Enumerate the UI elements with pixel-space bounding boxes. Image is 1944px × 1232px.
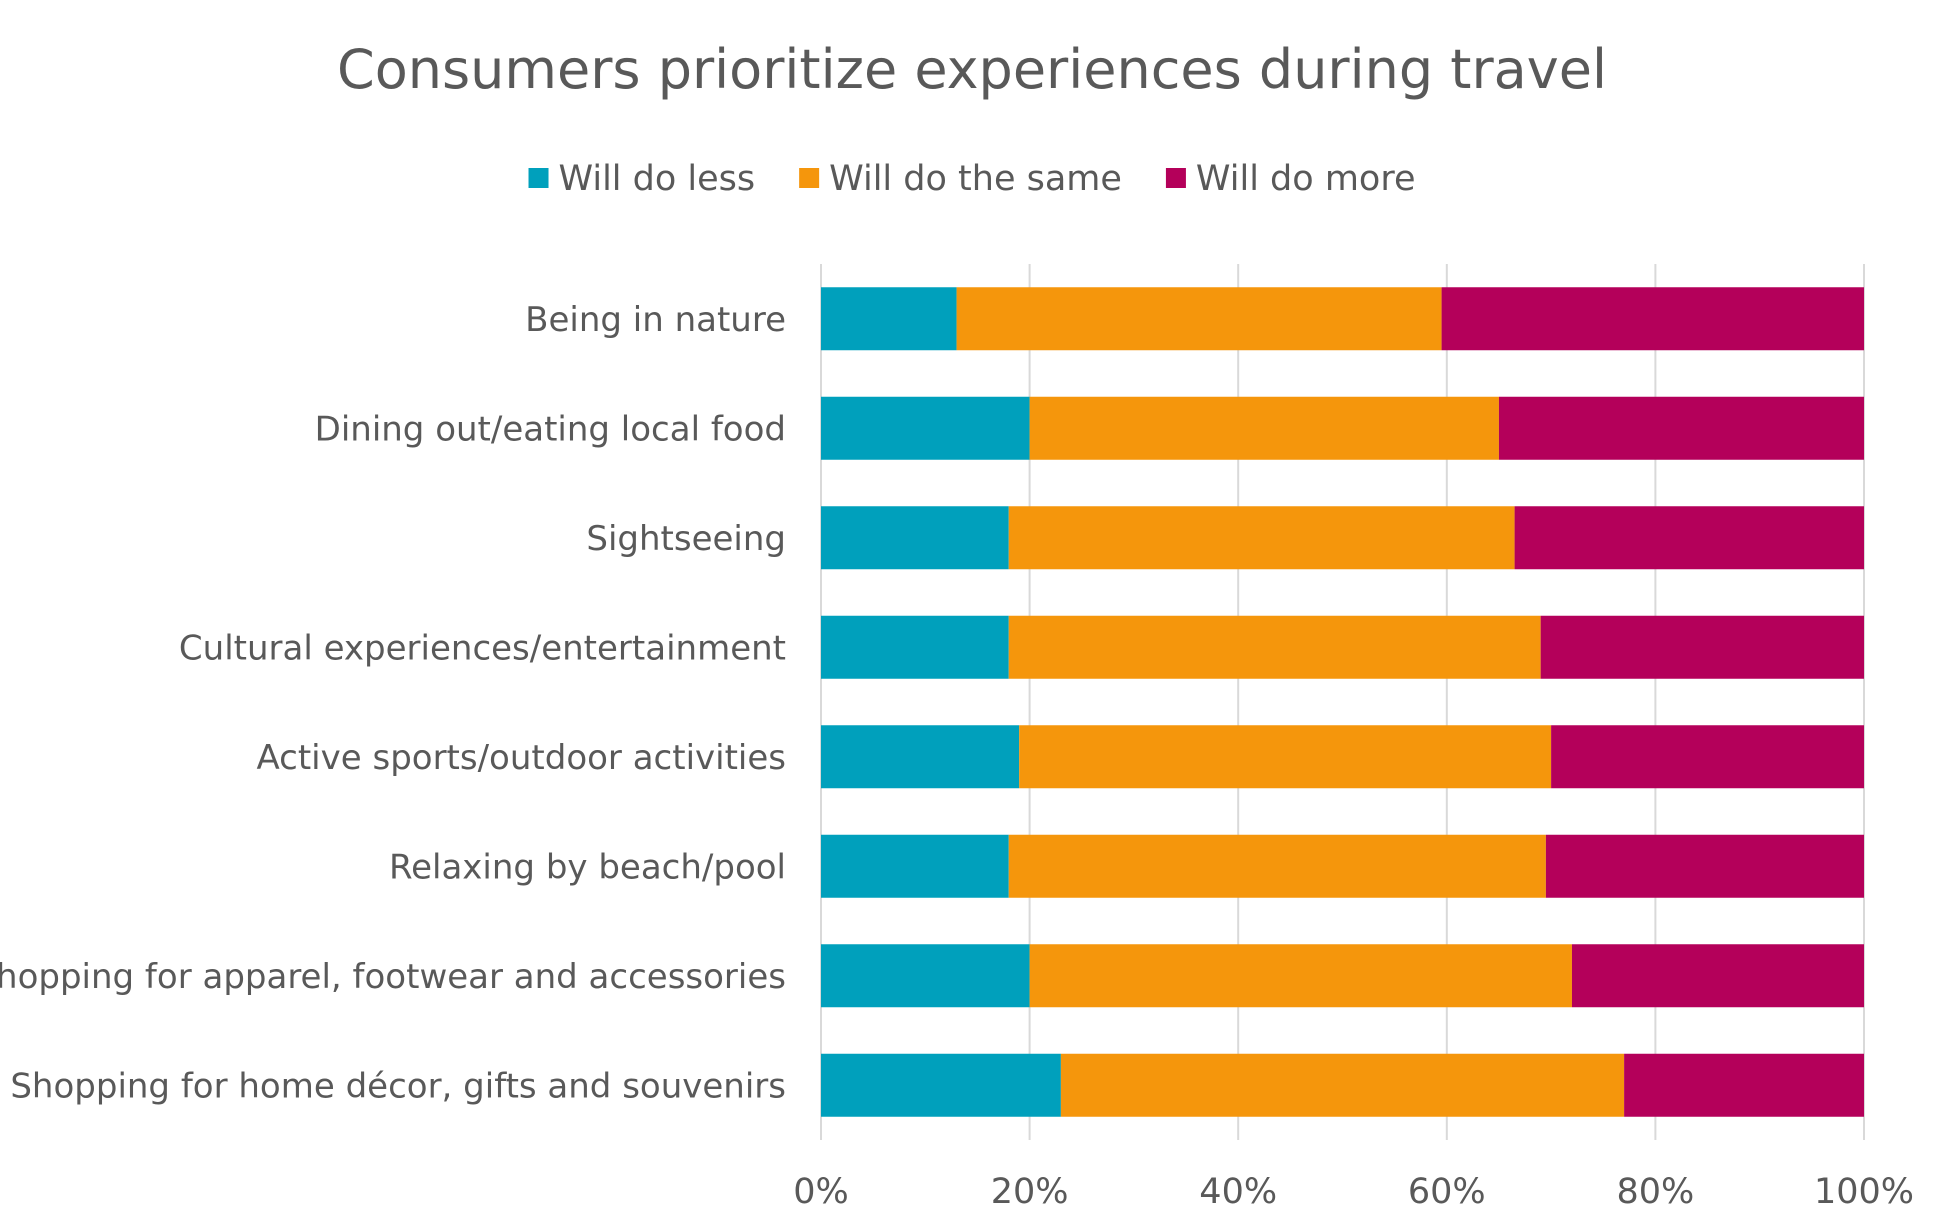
x-axis-tick-labels: 0% 20% 40% 60% 80% 100% — [793, 1172, 1914, 1212]
bar-will-do-more-cultural-experiences-entertainment — [1540, 615, 1864, 679]
legend-label-will-do-less: Will do less — [559, 159, 756, 199]
legend-swatch-will-do-less — [528, 168, 549, 188]
bar-will-do-more-shopping-for-home-d-cor-gifts-and-souvenirs — [1624, 1053, 1864, 1117]
category-label-dining-out-eating-local-food: Dining out/eating local food — [315, 409, 786, 449]
x-tick-label-20: 20% — [991, 1172, 1069, 1212]
bar-will-do-more-shopping-for-apparel-footwear-and-accessories — [1571, 944, 1864, 1008]
bar-will-do-less-being-in-nature — [821, 287, 957, 351]
bar-will-do-the-same-cultural-experiences-entertainment — [1008, 615, 1541, 679]
category-label-being-in-nature: Being in nature — [525, 300, 786, 340]
bar-will-do-the-same-relaxing-by-beach-pool — [1008, 834, 1546, 898]
legend: Will do less Will do the same Will do more — [528, 159, 1416, 199]
category-label-cultural-experiences-entertainment: Cultural experiences/entertainment — [179, 628, 786, 668]
bar-will-do-the-same-sightseeing — [1008, 506, 1515, 570]
legend-label-will-do-more: Will do more — [1196, 159, 1416, 199]
bar-will-do-less-dining-out-eating-local-food — [821, 396, 1030, 460]
category-label-sightseeing: Sightseeing — [586, 519, 786, 559]
chart-title: Consumers prioritize experiences during … — [337, 38, 1607, 101]
bar-will-do-more-sightseeing — [1514, 506, 1864, 570]
x-tick-label-60: 60% — [1408, 1172, 1486, 1212]
x-tick-label-0: 0% — [793, 1172, 849, 1212]
bar-will-do-less-active-sports-outdoor-activities — [821, 725, 1020, 789]
gridlines — [820, 264, 1865, 1140]
legend-label-will-do-the-same: Will do the same — [829, 159, 1122, 199]
category-label-active-sports-outdoor-activities: Active sports/outdoor activities — [257, 738, 787, 778]
bar-will-do-the-same-shopping-for-home-d-cor-gifts-and-souvenirs — [1060, 1053, 1625, 1117]
bar-will-do-less-relaxing-by-beach-pool — [821, 834, 1009, 898]
bar-will-do-more-dining-out-eating-local-food — [1498, 396, 1864, 460]
category-labels: Being in nature Dining out/eating local f… — [0, 300, 786, 1107]
category-label-relaxing-by-beach-pool: Relaxing by beach/pool — [389, 847, 786, 887]
bar-will-do-less-sightseeing — [821, 506, 1009, 570]
bar-will-do-less-cultural-experiences-entertainment — [821, 615, 1009, 679]
bar-will-do-the-same-being-in-nature — [956, 287, 1442, 351]
x-tick-label-100: 100% — [1814, 1172, 1914, 1212]
category-label-shopping-for-apparel-footwear-and-accessories: Shopping for apparel, footwear and acces… — [0, 957, 786, 997]
x-tick-label-80: 80% — [1617, 1172, 1695, 1212]
category-label-shopping-for-home-d-cor-gifts-and-souvenirs: Shopping for home décor, gifts and souve… — [10, 1066, 786, 1106]
legend-swatch-will-do-the-same — [799, 168, 820, 188]
bar-will-do-less-shopping-for-apparel-footwear-and-accessories — [821, 944, 1030, 1008]
bars — [821, 287, 1864, 1117]
bar-will-do-more-active-sports-outdoor-activities — [1551, 725, 1864, 789]
bar-will-do-more-relaxing-by-beach-pool — [1545, 834, 1864, 898]
bar-will-do-more-being-in-nature — [1441, 287, 1864, 351]
bar-will-do-less-shopping-for-home-d-cor-gifts-and-souvenirs — [821, 1053, 1061, 1117]
x-tick-label-40: 40% — [1199, 1172, 1277, 1212]
bar-will-do-the-same-active-sports-outdoor-activities — [1019, 725, 1552, 789]
bar-will-do-the-same-dining-out-eating-local-food — [1029, 396, 1499, 460]
legend-swatch-will-do-more — [1165, 168, 1186, 188]
bar-will-do-the-same-shopping-for-apparel-footwear-and-accessories — [1029, 944, 1572, 1008]
